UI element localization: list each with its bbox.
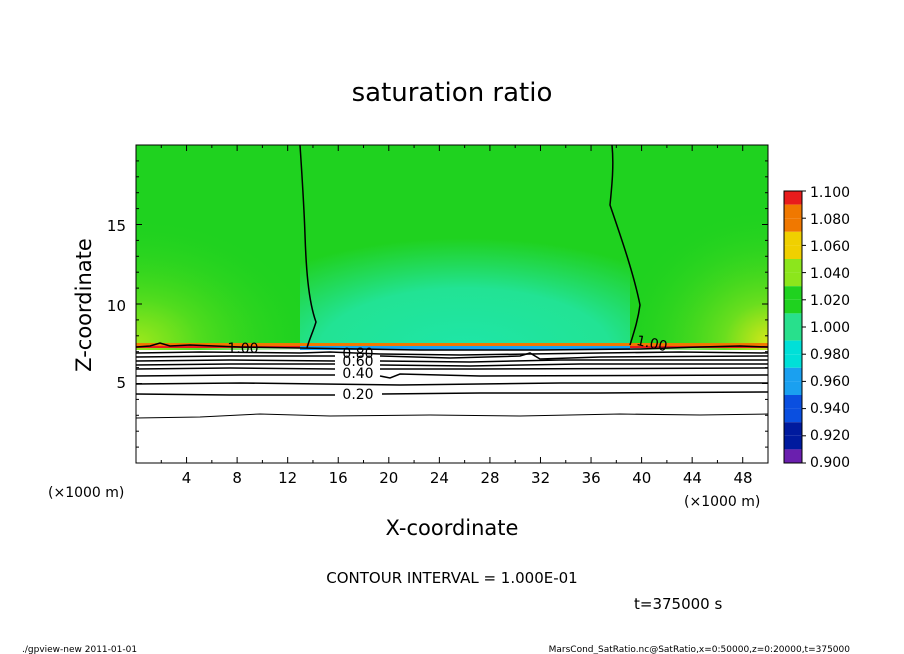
contour-label: 0.40 <box>342 366 373 382</box>
contour-0.30 <box>136 382 768 386</box>
contour-label: 0.60 <box>342 354 373 370</box>
colorbar-label: 0.940 <box>810 401 850 417</box>
colorbar-swatch <box>784 435 802 450</box>
contour-label: 0.20 <box>342 387 373 403</box>
colorbar-swatch <box>784 381 802 395</box>
x-tick-label: 36 <box>582 469 601 487</box>
x-tick-label: 44 <box>683 469 702 487</box>
x-tick-label: 8 <box>232 469 242 487</box>
y-axis-unit: (×1000 m) <box>48 485 124 501</box>
colorbar-swatch <box>784 272 802 287</box>
colorbar-swatch <box>784 245 802 259</box>
footer-right: MarsCond_SatRatio.nc@SatRatio,x=0:50000,… <box>549 645 851 654</box>
contour-label: 1.00 <box>635 333 669 355</box>
x-tick-label: 12 <box>278 469 297 487</box>
colorbar-swatch <box>784 408 802 423</box>
contour-labels: 1.00 0.80 0.60 0.40 0.20 1.00 <box>227 333 668 403</box>
x-tick-label: 32 <box>531 469 550 487</box>
contour-0.60 <box>136 363 768 367</box>
x-tick-label: 48 <box>733 469 752 487</box>
colorbar-swatch <box>784 449 802 463</box>
colorbar-swatch <box>784 204 802 219</box>
colorbar-swatch <box>784 395 802 409</box>
axis-ticks <box>136 145 768 463</box>
x-axis-label: X-coordinate <box>386 516 519 540</box>
boundary-blue-band <box>300 346 630 350</box>
boundary-orange-band <box>136 343 768 347</box>
colorbar-swatch <box>784 422 802 436</box>
y-tick-label: 15 <box>107 217 126 235</box>
y-tick-label: 10 <box>107 297 126 315</box>
colorbar-swatch <box>784 327 802 341</box>
contour-interval-note: CONTOUR INTERVAL = 1.000E-01 <box>326 569 577 587</box>
x-tick-label: 40 <box>632 469 651 487</box>
colorbar-label: 1.060 <box>810 239 850 255</box>
x-tick-label: 24 <box>430 469 449 487</box>
contour-0.90 <box>136 351 768 356</box>
contour-label: 0.80 <box>342 346 373 362</box>
colorbar <box>783 190 806 464</box>
heatmap-field <box>136 145 768 463</box>
colorbar-swatch <box>784 259 802 273</box>
y-tick-label: 5 <box>116 374 126 392</box>
colorbar-label: 0.960 <box>810 374 850 390</box>
time-note: t=375000 s <box>634 595 722 613</box>
colorbar-label: 0.980 <box>810 347 850 363</box>
colorbar-swatch <box>784 313 802 327</box>
colorbar-swatch <box>784 367 802 382</box>
colorbar-label: 1.100 <box>810 185 850 201</box>
x-axis-unit: (×1000 m) <box>684 494 760 510</box>
y-axis-label: Z-coordinate <box>72 238 96 372</box>
colorbar-swatch <box>784 191 802 205</box>
colorbar-swatch <box>784 354 802 368</box>
contour-0.70 <box>136 359 768 363</box>
contour-1.00-base <box>136 342 768 351</box>
near-saturation-region <box>300 210 630 350</box>
x-tick-label: 20 <box>379 469 398 487</box>
colorbar-swatch <box>784 231 802 246</box>
colorbar-label: 0.920 <box>810 428 850 444</box>
contour-0.10 <box>136 413 768 419</box>
contour-label: 1.00 <box>227 341 258 357</box>
x-tick-labels: 4 8 12 16 20 24 28 32 36 40 44 48 <box>182 469 753 487</box>
contour-1.00-left <box>299 145 317 349</box>
x-tick-label: 16 <box>329 469 348 487</box>
contour-0.50 <box>136 367 768 370</box>
contour-lines <box>136 145 768 419</box>
colorbar-label: 1.000 <box>810 320 850 336</box>
footer-left: ./gpview-new 2011-01-01 <box>22 645 137 654</box>
colorbar-swatch <box>784 286 802 300</box>
x-tick-label: 28 <box>480 469 499 487</box>
colorbar-swatch <box>784 340 802 355</box>
colorbar-label: 1.080 <box>810 212 850 228</box>
colorbar-label: 1.040 <box>810 266 850 282</box>
colorbar-labels: 0.900 0.920 0.940 0.960 0.980 1.000 1.02… <box>810 185 850 471</box>
colorbar-label: 0.900 <box>810 455 850 471</box>
colorbar-swatch <box>784 218 802 232</box>
contour-0.80 <box>136 352 768 360</box>
chart-title: saturation ratio <box>352 78 553 108</box>
contour-0.20 <box>136 391 768 396</box>
colorbar-label: 1.020 <box>810 293 850 309</box>
contour-0.40 <box>136 373 768 379</box>
x-tick-label: 4 <box>182 469 192 487</box>
contour-1.00-right <box>609 145 641 346</box>
colorbar-swatch <box>784 299 802 314</box>
y-tick-labels: 5 10 15 <box>107 217 126 392</box>
